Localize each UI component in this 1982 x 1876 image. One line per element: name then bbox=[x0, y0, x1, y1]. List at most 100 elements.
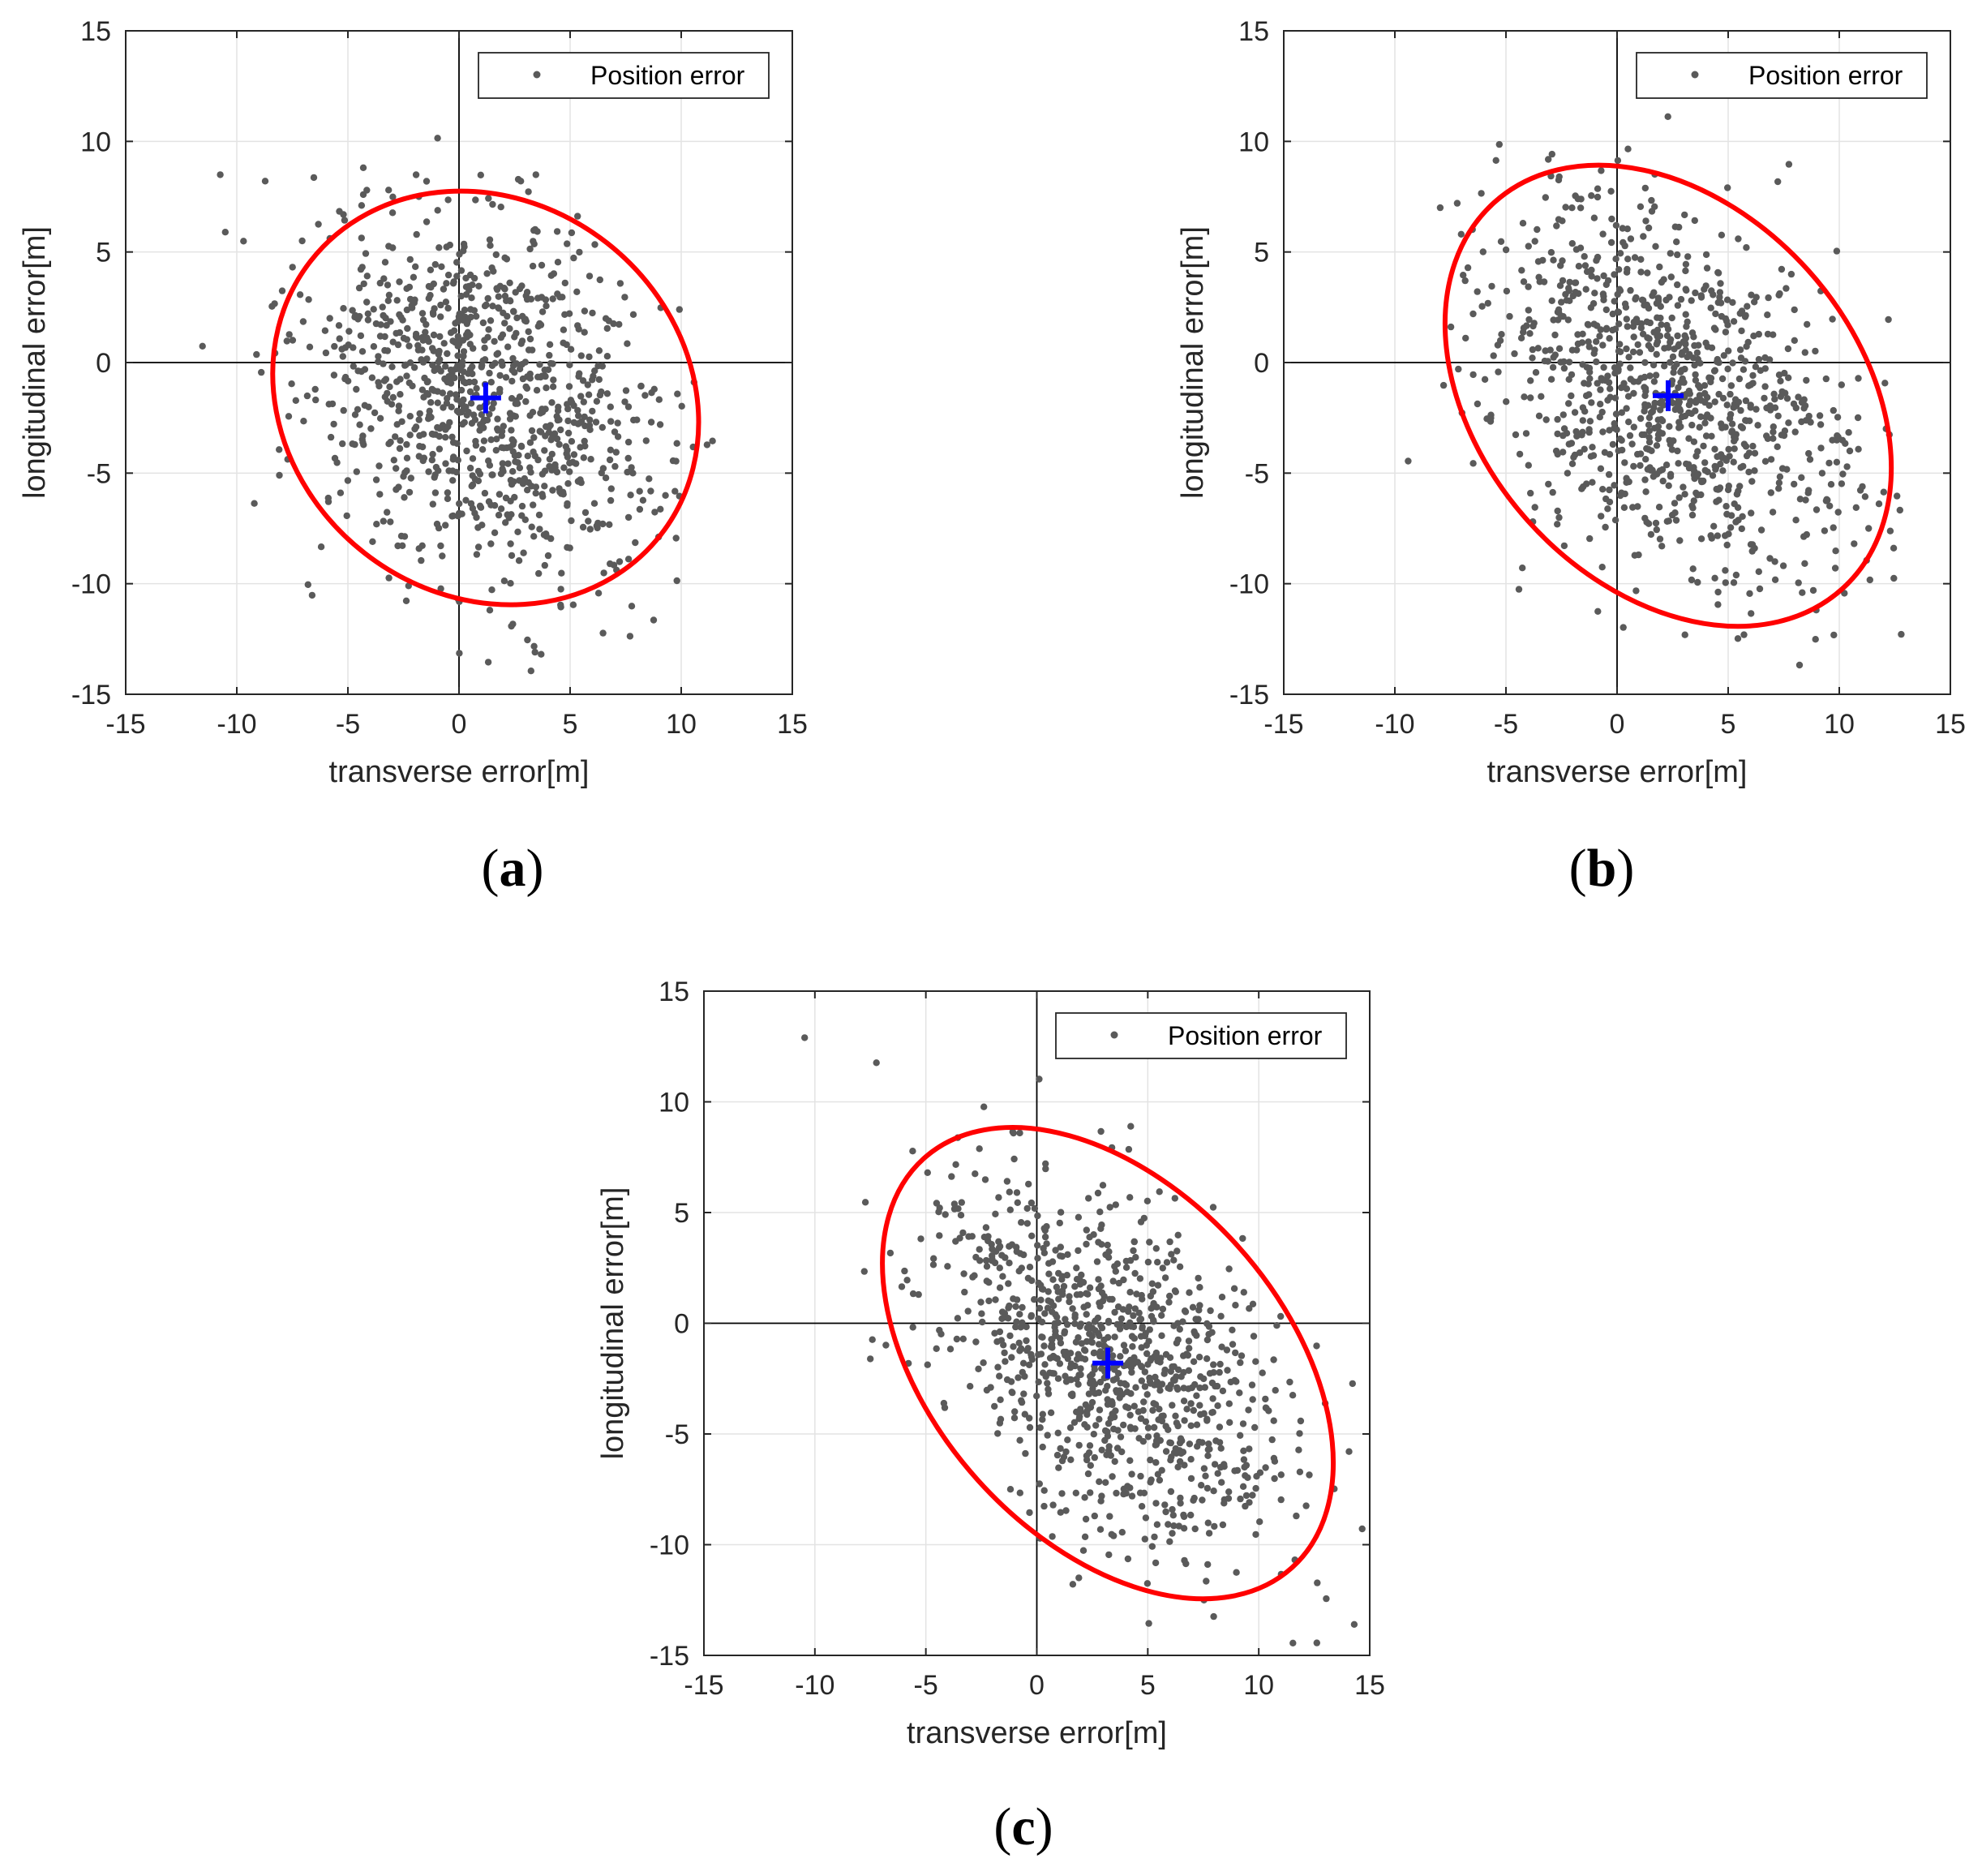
data-point bbox=[1179, 1449, 1187, 1456]
data-point bbox=[1124, 1555, 1132, 1563]
data-point bbox=[537, 410, 544, 417]
data-point bbox=[1646, 372, 1654, 380]
data-point bbox=[1581, 262, 1589, 269]
data-point bbox=[367, 425, 375, 432]
data-point bbox=[1154, 1281, 1162, 1289]
data-point bbox=[575, 419, 583, 427]
data-point bbox=[1036, 1304, 1044, 1312]
data-point bbox=[546, 341, 554, 348]
data-point bbox=[1711, 445, 1718, 453]
data-point bbox=[1170, 1363, 1178, 1371]
data-point bbox=[564, 406, 572, 413]
data-point bbox=[626, 633, 634, 640]
data-point bbox=[1723, 401, 1731, 409]
data-point bbox=[975, 1365, 982, 1373]
data-point bbox=[1150, 1316, 1157, 1324]
data-point bbox=[446, 241, 453, 249]
data-point bbox=[1627, 286, 1634, 294]
data-point bbox=[310, 174, 318, 182]
data-point bbox=[448, 433, 456, 440]
data-point bbox=[1059, 1290, 1066, 1299]
data-point bbox=[1654, 431, 1662, 439]
data-point bbox=[1037, 1350, 1045, 1358]
data-point bbox=[1624, 225, 1632, 233]
data-point bbox=[1667, 273, 1675, 281]
panel-label: (a) bbox=[482, 839, 544, 898]
data-point bbox=[624, 468, 631, 476]
data-point bbox=[1799, 589, 1806, 596]
data-point bbox=[1094, 1314, 1102, 1322]
data-point bbox=[1722, 532, 1729, 539]
data-point bbox=[1623, 405, 1630, 412]
data-point bbox=[589, 407, 596, 415]
data-point bbox=[1648, 196, 1655, 204]
data-point bbox=[1187, 1422, 1195, 1430]
data-point bbox=[1741, 358, 1749, 365]
data-point bbox=[1678, 351, 1685, 358]
data-point bbox=[508, 427, 515, 434]
data-point bbox=[1120, 1490, 1127, 1498]
data-point bbox=[1210, 1487, 1217, 1495]
data-point bbox=[1159, 1305, 1167, 1313]
data-point bbox=[1018, 1397, 1025, 1405]
data-point bbox=[541, 483, 548, 490]
data-point bbox=[1775, 479, 1783, 487]
data-point bbox=[1885, 316, 1892, 324]
data-point bbox=[1461, 277, 1469, 285]
data-point bbox=[1151, 1533, 1158, 1541]
data-point bbox=[1716, 294, 1723, 301]
data-point bbox=[1572, 246, 1581, 253]
data-point bbox=[420, 431, 427, 438]
data-point bbox=[489, 303, 496, 310]
data-point bbox=[1225, 1488, 1233, 1496]
data-point bbox=[414, 341, 422, 350]
data-point bbox=[454, 318, 461, 325]
data-point bbox=[461, 419, 468, 426]
data-point bbox=[611, 428, 619, 436]
data-point bbox=[1661, 345, 1668, 352]
data-point bbox=[1176, 1325, 1184, 1333]
data-point bbox=[1248, 1381, 1256, 1389]
data-point bbox=[1880, 488, 1887, 496]
data-point bbox=[1588, 266, 1595, 274]
data-point bbox=[1779, 562, 1787, 569]
data-point bbox=[1130, 1238, 1138, 1246]
data-point bbox=[1174, 1336, 1182, 1344]
data-point bbox=[389, 244, 397, 251]
data-point bbox=[1565, 376, 1572, 383]
data-point bbox=[1709, 472, 1717, 479]
data-point bbox=[991, 1329, 998, 1337]
data-point bbox=[616, 320, 623, 328]
data-point bbox=[1830, 631, 1838, 639]
data-point bbox=[1013, 1318, 1020, 1325]
data-point bbox=[1547, 376, 1555, 383]
data-point bbox=[603, 353, 611, 360]
data-point bbox=[503, 255, 511, 263]
data-point bbox=[396, 444, 404, 453]
data-point bbox=[603, 324, 611, 333]
data-point bbox=[1549, 488, 1556, 496]
data-point bbox=[579, 523, 587, 531]
data-point bbox=[953, 1335, 961, 1343]
data-point bbox=[311, 385, 319, 393]
data-point bbox=[1674, 281, 1681, 289]
data-point bbox=[1568, 204, 1576, 212]
data-point bbox=[358, 202, 366, 209]
data-point bbox=[1701, 466, 1709, 474]
data-point bbox=[1621, 242, 1628, 250]
data-point bbox=[528, 523, 535, 530]
data-point bbox=[1735, 235, 1742, 243]
data-point bbox=[605, 317, 612, 324]
data-point bbox=[1643, 518, 1650, 526]
data-point bbox=[1623, 345, 1630, 353]
data-point bbox=[1083, 1226, 1091, 1234]
data-point bbox=[1781, 369, 1788, 377]
data-point bbox=[1031, 1296, 1038, 1303]
data-point bbox=[463, 320, 470, 328]
data-point bbox=[639, 496, 647, 504]
position-error-points bbox=[199, 135, 716, 675]
data-point bbox=[1600, 296, 1607, 303]
data-point bbox=[1590, 350, 1598, 357]
data-point bbox=[869, 1336, 876, 1343]
